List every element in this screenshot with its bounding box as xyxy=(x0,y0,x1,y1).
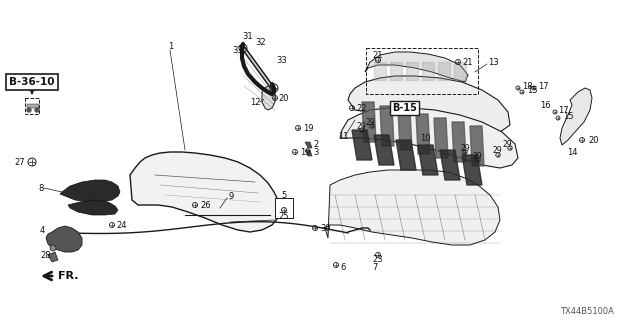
Polygon shape xyxy=(325,170,500,245)
Polygon shape xyxy=(390,62,402,80)
Text: 29: 29 xyxy=(460,143,470,153)
Polygon shape xyxy=(462,155,482,185)
Circle shape xyxy=(35,108,39,112)
Text: 9: 9 xyxy=(228,191,233,201)
Polygon shape xyxy=(27,104,39,108)
Text: 15: 15 xyxy=(527,85,538,94)
Text: 6: 6 xyxy=(340,263,346,273)
Text: 32: 32 xyxy=(255,37,266,46)
Polygon shape xyxy=(348,76,510,135)
FancyBboxPatch shape xyxy=(25,98,39,114)
Polygon shape xyxy=(46,226,82,252)
FancyBboxPatch shape xyxy=(275,198,293,218)
Text: 12: 12 xyxy=(250,98,260,107)
Polygon shape xyxy=(262,86,275,110)
Text: 20: 20 xyxy=(278,93,289,102)
Text: 8: 8 xyxy=(38,183,44,193)
Polygon shape xyxy=(352,130,372,160)
Polygon shape xyxy=(406,62,418,80)
Text: 20: 20 xyxy=(588,135,598,145)
Text: 17: 17 xyxy=(558,106,568,115)
Polygon shape xyxy=(452,122,466,162)
Text: 31: 31 xyxy=(243,31,253,41)
Text: TX44B5100A: TX44B5100A xyxy=(560,308,614,316)
Polygon shape xyxy=(560,88,592,145)
Polygon shape xyxy=(422,62,434,80)
Text: 10: 10 xyxy=(420,133,431,142)
Text: 25: 25 xyxy=(279,212,289,220)
Text: 17: 17 xyxy=(538,82,548,91)
Polygon shape xyxy=(240,46,276,90)
Text: 33: 33 xyxy=(276,55,287,65)
Text: 3: 3 xyxy=(313,148,318,156)
Text: 29: 29 xyxy=(365,117,374,126)
Polygon shape xyxy=(374,62,386,80)
Polygon shape xyxy=(362,102,376,142)
Text: 29: 29 xyxy=(492,146,502,155)
Text: 33: 33 xyxy=(232,45,243,54)
Polygon shape xyxy=(440,150,460,180)
Text: 26: 26 xyxy=(200,201,211,210)
Text: 1: 1 xyxy=(168,42,173,51)
Text: 22: 22 xyxy=(356,103,367,113)
Polygon shape xyxy=(434,118,448,158)
Polygon shape xyxy=(305,142,312,148)
Polygon shape xyxy=(68,200,118,215)
Text: 4: 4 xyxy=(40,226,45,235)
Polygon shape xyxy=(454,62,466,80)
Text: 24: 24 xyxy=(116,220,127,229)
Polygon shape xyxy=(130,152,280,232)
Text: FR.: FR. xyxy=(58,271,79,281)
Text: 21: 21 xyxy=(372,51,383,60)
Polygon shape xyxy=(396,140,416,170)
Circle shape xyxy=(50,245,56,251)
Text: 29: 29 xyxy=(502,140,511,148)
Text: 21: 21 xyxy=(462,58,472,67)
Polygon shape xyxy=(340,108,518,168)
Text: 15: 15 xyxy=(563,111,573,121)
Text: 29: 29 xyxy=(356,122,365,131)
Text: 30: 30 xyxy=(320,223,331,233)
Polygon shape xyxy=(470,126,484,166)
Text: 23: 23 xyxy=(372,255,383,265)
Circle shape xyxy=(27,108,31,112)
Polygon shape xyxy=(305,150,312,156)
Text: 14: 14 xyxy=(567,148,577,156)
Polygon shape xyxy=(48,252,58,262)
Polygon shape xyxy=(60,180,120,202)
Polygon shape xyxy=(365,52,468,82)
Text: 19: 19 xyxy=(300,148,310,156)
Text: B-36-10: B-36-10 xyxy=(9,77,55,87)
Polygon shape xyxy=(438,62,450,80)
Polygon shape xyxy=(416,114,430,154)
Text: 2: 2 xyxy=(313,140,318,148)
Text: 28: 28 xyxy=(40,251,51,260)
Polygon shape xyxy=(398,110,412,150)
Polygon shape xyxy=(418,145,438,175)
Text: 18: 18 xyxy=(522,82,532,91)
Polygon shape xyxy=(380,106,394,146)
Text: 29: 29 xyxy=(472,151,482,161)
Text: B-15: B-15 xyxy=(392,103,417,113)
Polygon shape xyxy=(374,135,394,165)
Text: 5: 5 xyxy=(282,190,287,199)
Text: 19: 19 xyxy=(303,124,314,132)
Text: 16: 16 xyxy=(540,100,550,109)
Text: 7: 7 xyxy=(372,263,378,273)
Text: 13: 13 xyxy=(488,58,499,67)
Text: 11: 11 xyxy=(338,132,349,140)
Text: 27: 27 xyxy=(14,157,25,166)
